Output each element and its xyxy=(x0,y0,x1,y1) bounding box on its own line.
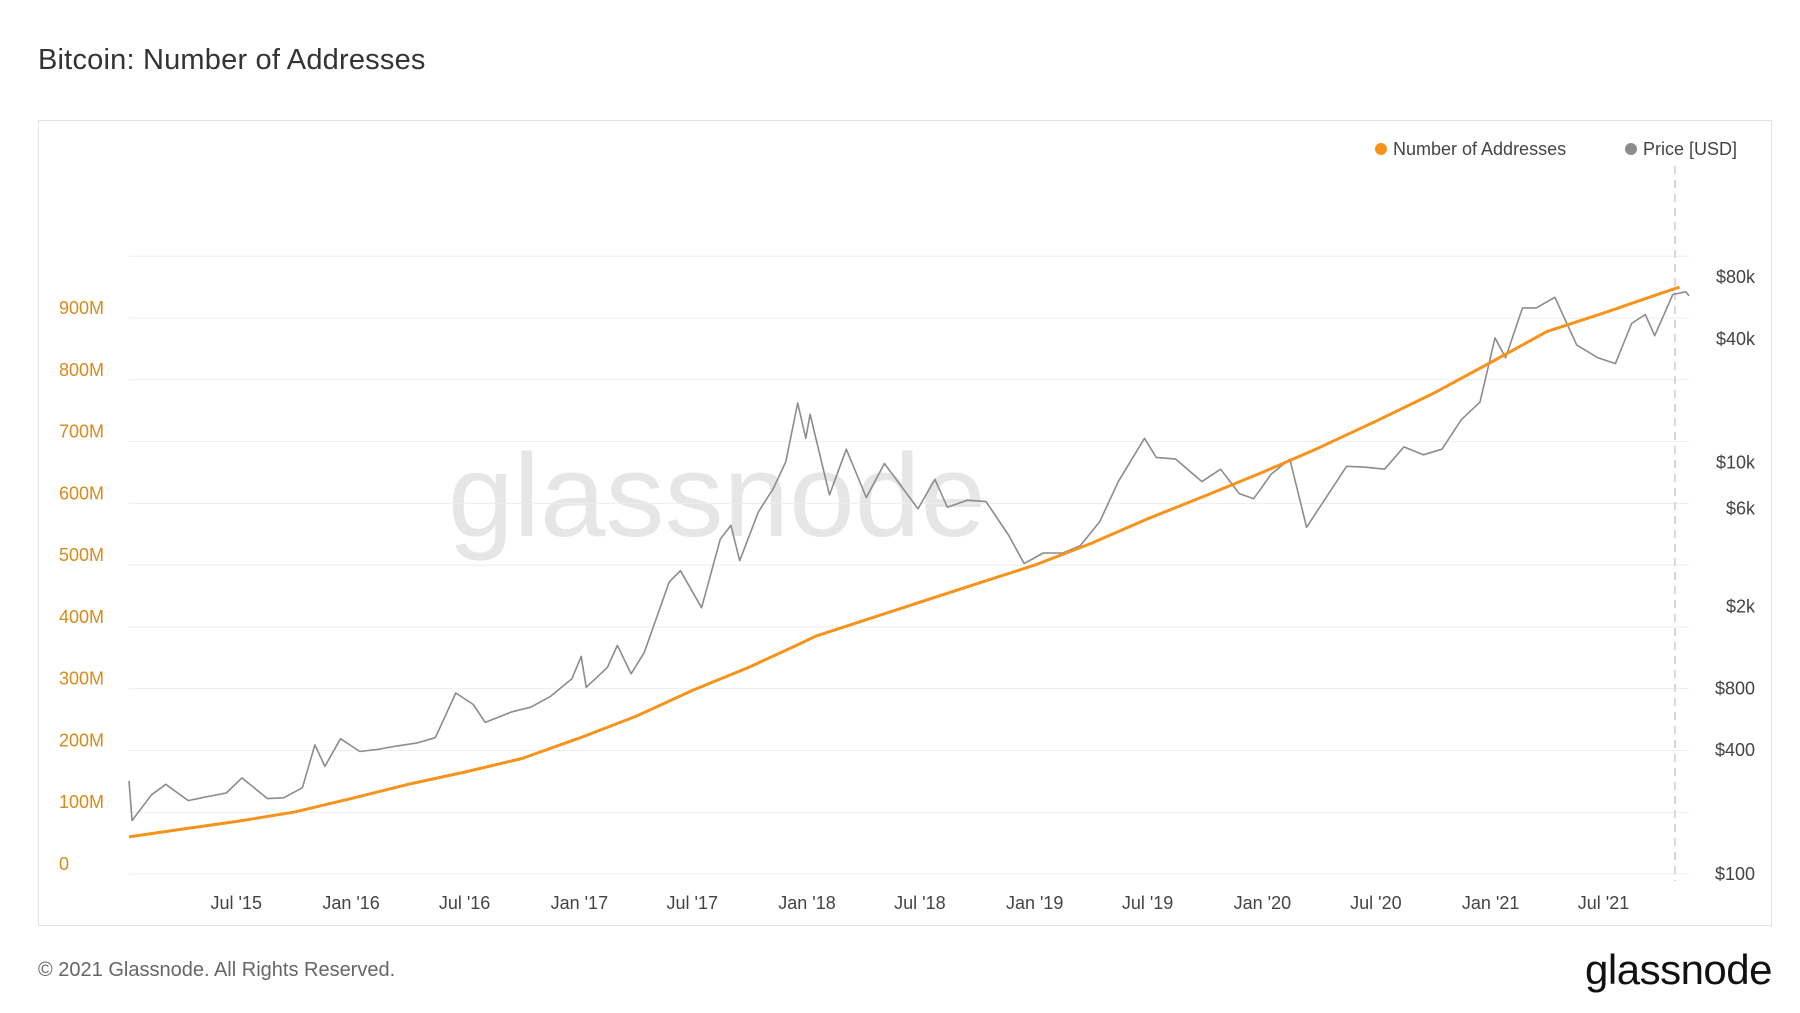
right-axis-tick-label: $2k xyxy=(1726,596,1756,616)
x-axis-tick-label: Jan '17 xyxy=(551,893,608,913)
left-axis-tick-label: 700M xyxy=(59,422,104,442)
x-axis-tick-label: Jul '18 xyxy=(894,893,945,913)
right-axis-tick-label: $40k xyxy=(1716,329,1756,349)
x-axis-tick-label: Jan '20 xyxy=(1234,893,1291,913)
brand-logo[interactable]: glassnode xyxy=(1585,946,1772,993)
legend-swatch-addresses xyxy=(1375,143,1387,155)
addresses-series-line xyxy=(128,285,1681,839)
left-axis-tick-label: 600M xyxy=(59,483,104,503)
number-of-addresses-chart: glassnode 0 100M 200M 300M 400M 500M 600M 700M 8… xyxy=(59,139,1756,913)
x-axis-tick-label: Jan '16 xyxy=(322,893,379,913)
right-axis-tick-label: $80k xyxy=(1716,267,1756,287)
legend-label-price: Price [USD] xyxy=(1643,139,1737,159)
left-axis-tick-label: 500M xyxy=(59,545,104,565)
chart-title: Bitcoin: Number of Addresses xyxy=(38,44,426,76)
left-axis-tick-label: 100M xyxy=(59,792,104,812)
left-axis-tick-label: 900M xyxy=(59,298,104,318)
x-axis-tick-label: Jul '16 xyxy=(439,893,490,913)
right-axis-tick-label: $800 xyxy=(1715,678,1755,698)
left-axis-tick-label: 400M xyxy=(59,607,104,627)
left-axis-tick-label: 800M xyxy=(59,360,104,380)
copyright-text: © 2021 Glassnode. All Rights Reserved. xyxy=(38,959,396,981)
right-axis-tick-label: $6k xyxy=(1726,498,1756,518)
legend-swatch-price xyxy=(1625,143,1637,155)
price-series-line xyxy=(128,291,1690,822)
x-axis-tick-label: Jan '19 xyxy=(1006,893,1063,913)
x-axis-tick-label: Jul '21 xyxy=(1578,893,1629,913)
left-axis-tick-label: 200M xyxy=(59,730,104,750)
grid-lines xyxy=(129,255,1689,875)
legend-label-addresses: Number of Addresses xyxy=(1393,139,1566,159)
left-axis: 0 100M 200M 300M 400M 500M 600M 700M 800M 900M xyxy=(59,298,104,874)
x-axis-tick-label: Jul '17 xyxy=(667,893,718,913)
x-axis-tick-label: Jan '18 xyxy=(778,893,835,913)
left-axis-tick-label: 0 xyxy=(59,854,69,874)
legend: Number of Addresses Price [USD] xyxy=(1375,139,1737,159)
right-axis-tick-label: $10k xyxy=(1716,453,1756,473)
x-axis-tick-label: Jul '15 xyxy=(211,893,262,913)
right-axis-tick-label: $400 xyxy=(1715,740,1755,760)
x-axis-tick-label: Jul '19 xyxy=(1122,893,1173,913)
left-axis-tick-label: 300M xyxy=(59,669,104,689)
right-axis-tick-label: $100 xyxy=(1715,864,1755,884)
legend-item-price[interactable]: Price [USD] xyxy=(1625,139,1737,159)
x-axis: Jul '15 Jan '16 Jul '16 Jan '17 Jul '17 Jan '… xyxy=(211,893,1630,913)
x-axis-tick-label: Jul '20 xyxy=(1350,893,1401,913)
right-axis: $100 $400 $800 $2k $6k $10k $40k $80k xyxy=(1715,267,1756,884)
legend-item-addresses[interactable]: Number of Addresses xyxy=(1375,139,1566,159)
chart-frame: glassnode 0 100M 200M 300M 400M 500M 600M 700M 8… xyxy=(38,120,1772,926)
watermark: glassnode xyxy=(448,430,986,562)
x-axis-tick-label: Jan '21 xyxy=(1462,893,1519,913)
